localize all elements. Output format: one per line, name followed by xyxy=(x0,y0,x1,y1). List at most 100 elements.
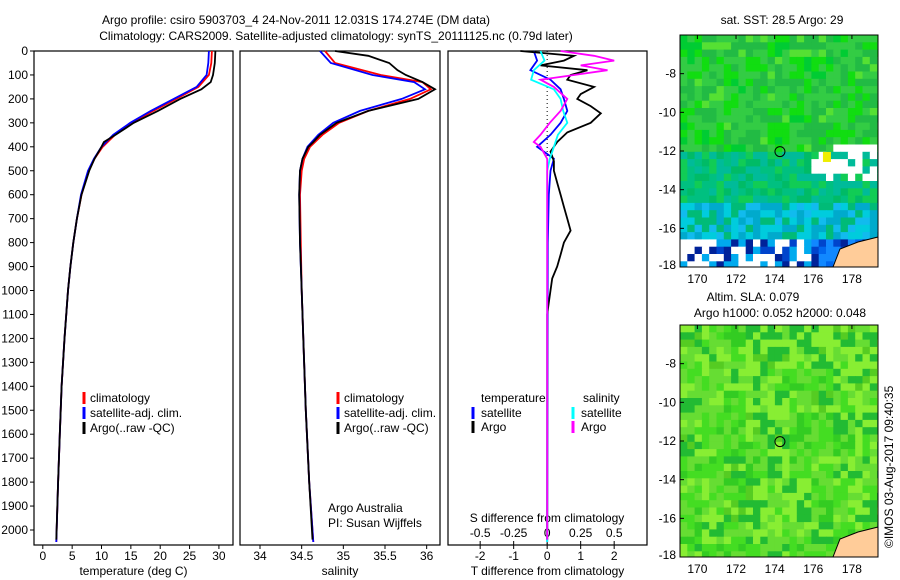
y-tick-label: 1300 xyxy=(1,355,28,369)
map-cell xyxy=(833,441,842,450)
map-cell xyxy=(840,361,849,370)
map-cell xyxy=(862,173,871,182)
map-cell xyxy=(818,325,827,333)
map-cell xyxy=(738,412,747,421)
map-cell xyxy=(862,159,871,167)
map-cell xyxy=(869,35,878,43)
map-cell xyxy=(680,471,688,479)
x-tick-label: 15 xyxy=(124,549,138,563)
map-cell xyxy=(767,137,776,145)
map-cell xyxy=(680,86,688,94)
map-cell xyxy=(694,100,703,109)
map-cell xyxy=(701,405,710,414)
map-cell xyxy=(723,514,732,523)
map-cell xyxy=(804,137,812,145)
map-cell xyxy=(796,71,805,80)
map-cell xyxy=(840,332,849,341)
map-cell xyxy=(745,434,754,443)
x-tick-label: -1 xyxy=(508,549,519,563)
map-cell xyxy=(826,551,834,557)
map-cell xyxy=(811,71,820,80)
map-cell xyxy=(738,339,747,348)
map-cell xyxy=(716,383,725,392)
map-cell xyxy=(840,463,849,472)
map-cell xyxy=(818,224,827,233)
map-cell xyxy=(811,456,820,465)
map-cell xyxy=(847,492,856,501)
map-cell xyxy=(782,507,790,516)
map-cell xyxy=(716,159,725,167)
map-cell xyxy=(753,544,761,552)
map-cell xyxy=(833,166,842,175)
map-cell xyxy=(767,122,776,131)
map-cell xyxy=(826,122,834,131)
map-cell xyxy=(687,471,696,479)
map-cell xyxy=(680,354,688,362)
map-cell xyxy=(774,536,783,545)
map-cell xyxy=(716,449,725,457)
map-cell xyxy=(687,261,696,267)
sst-map-title: sat. SST: 28.5 Argo: 29 xyxy=(721,13,844,27)
map-cell xyxy=(782,100,790,109)
map-cell xyxy=(774,412,783,421)
map-cell xyxy=(789,64,798,72)
map-cell xyxy=(687,434,696,443)
map-cell xyxy=(804,49,812,58)
map-cell xyxy=(694,478,703,487)
map-cell xyxy=(694,456,703,465)
map-cell xyxy=(855,151,863,160)
map-cell xyxy=(694,166,703,175)
map-cell xyxy=(855,485,863,494)
map-cell xyxy=(855,115,863,124)
map-cell xyxy=(818,137,827,145)
map-cell xyxy=(716,427,725,435)
map-cell xyxy=(862,188,871,197)
map-cell xyxy=(767,492,776,501)
map-cell xyxy=(716,376,725,384)
map-cell xyxy=(716,398,725,406)
map-cell xyxy=(709,217,717,226)
map-cell xyxy=(745,217,754,226)
map-cell xyxy=(738,354,747,362)
map-cell xyxy=(840,49,849,58)
map-cell xyxy=(701,529,710,538)
map-cell xyxy=(869,115,878,124)
map-cell xyxy=(753,35,761,43)
map-cell xyxy=(782,137,790,145)
map-cell xyxy=(687,115,696,124)
map-cell xyxy=(760,195,769,204)
sla-map-title: Altim. SLA: 0.079 xyxy=(707,290,800,304)
map-cell xyxy=(833,383,842,392)
map-cell xyxy=(767,339,776,348)
map-cell xyxy=(687,361,696,370)
map-cell xyxy=(796,151,805,160)
map-cell xyxy=(804,151,812,160)
map-cell xyxy=(694,202,703,211)
map-cell xyxy=(760,181,769,189)
y-tick-label: -16 xyxy=(659,511,677,525)
map-cell xyxy=(760,93,769,102)
map-cell xyxy=(869,339,878,348)
map-cell xyxy=(847,115,856,124)
map-cell xyxy=(804,224,812,233)
map-cell xyxy=(774,210,783,218)
map-cell xyxy=(789,254,798,262)
map-cell xyxy=(804,383,812,392)
map-cell xyxy=(731,529,739,538)
map-cell xyxy=(811,376,820,384)
map-cell xyxy=(680,551,688,557)
map-cell xyxy=(818,419,827,428)
map-cell xyxy=(709,137,717,145)
map-cell xyxy=(811,159,820,167)
map-cell xyxy=(789,100,798,109)
map-cell xyxy=(745,456,754,465)
map-cell xyxy=(847,383,856,392)
map-cell xyxy=(855,181,863,189)
map-cell xyxy=(782,42,790,51)
map-cell xyxy=(701,224,710,233)
map-cell xyxy=(723,78,732,87)
map-cell xyxy=(811,427,820,435)
series-argo-raw-qc- xyxy=(55,50,217,540)
map-cell xyxy=(745,254,754,262)
